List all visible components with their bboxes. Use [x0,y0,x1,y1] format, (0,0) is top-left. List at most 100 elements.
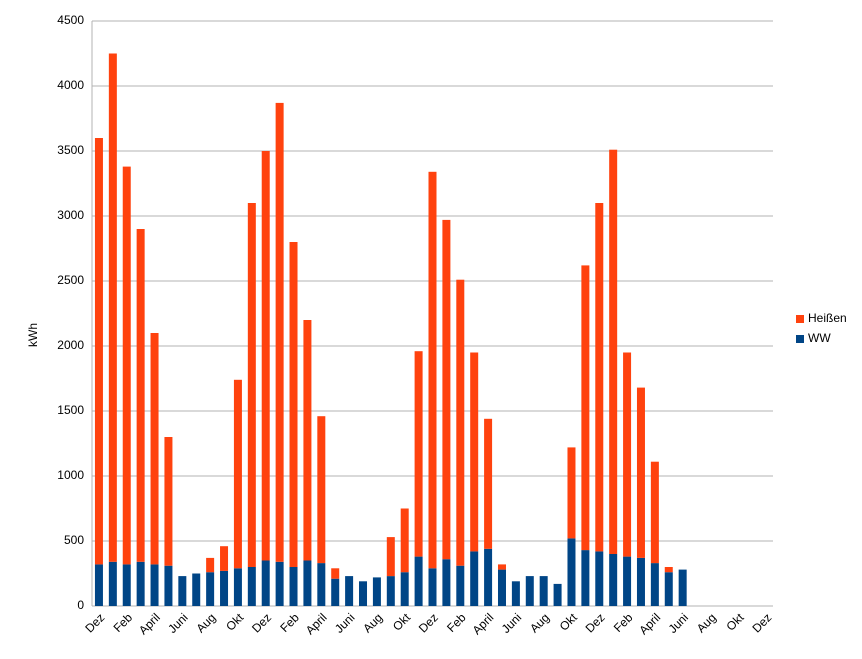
bar-segment [136,229,145,562]
y-axis-label: kWh [26,323,40,347]
bar-segment [636,387,645,558]
bar-segment [414,556,423,606]
bar-segment [609,554,618,606]
bar-segment [636,557,645,606]
bar-segment [164,437,173,566]
bar-segment [595,551,604,606]
y-tick-label: 0 [77,598,84,612]
x-tick-label: April [470,610,497,637]
bar-segment [386,576,395,606]
bar-segment [664,567,673,573]
bar-segment [609,149,618,554]
bar-segment [442,219,451,560]
bar-segment [567,447,576,539]
bar-segment [261,151,270,561]
bar-segment [359,581,368,606]
y-tick-label: 4000 [57,78,84,92]
bar-segment [414,351,423,557]
x-tick-label: Okt [223,610,247,634]
bar-segment [178,576,187,606]
bar-segment [136,561,145,606]
x-tick-label: April [636,610,663,637]
y-tick-label: 1000 [57,468,84,482]
bar-segment [386,537,395,577]
bar-segment [456,279,465,566]
bar-segment [497,569,506,606]
bar-segment [442,559,451,606]
bar-segment [345,576,354,606]
bar-segment [275,102,284,562]
bar-segment [275,561,284,606]
bar-segment [94,564,103,606]
x-tick-label: Dez [416,610,441,635]
bar-segment [331,578,340,606]
x-tick-label: Aug [360,610,385,635]
legend-swatch [796,335,804,343]
bar-segment [400,572,409,606]
legend-label: Heißen [808,311,847,325]
x-tick-label: Juni [165,610,190,635]
bar-segment [150,564,159,606]
x-tick-label: Dez [249,610,274,635]
bar-segment [206,572,215,606]
x-tick-label: Feb [611,610,636,635]
bar-segment [595,203,604,552]
x-tick-label: Juni [499,610,524,635]
bar-segment [331,568,340,579]
bar-segment [664,572,673,606]
x-tick-label: April [303,610,330,637]
y-tick-label: 2500 [57,273,84,287]
x-tick-label: Okt [557,610,581,634]
bar-segment [206,557,215,573]
bar-segment [553,583,562,606]
x-tick-label: Dez [82,610,107,635]
bar-segment [497,564,506,570]
bar-segment [108,561,117,606]
bar-segment [470,352,479,552]
y-tick-label: 2000 [57,338,84,352]
bar-segment [428,171,437,569]
bar-segment [122,564,131,606]
bar-segment [192,573,201,606]
y-tick-label: 4500 [57,13,84,27]
bar-segment [567,538,576,606]
y-tick-label: 3000 [57,208,84,222]
bar-segment [220,570,229,606]
bar-segment [317,416,326,564]
bar-segment [511,581,520,606]
bar-segment [539,576,548,606]
bar-segment [470,551,479,606]
legend-label: WW [808,331,831,345]
bar-segment [303,320,312,561]
bar-segment [372,577,381,606]
x-tick-label: Okt [390,610,414,634]
x-tick-label: Dez [749,610,774,635]
bar-segment [247,203,256,567]
bar-segment [289,242,298,567]
bar-segment [317,563,326,606]
bar-segment [484,548,493,606]
bar-segment [678,569,687,606]
bar-segment [484,418,493,549]
x-tick-label: Aug [694,610,719,635]
x-tick-label: Feb [277,610,302,635]
bar-segment [581,265,590,551]
bar-segment [525,576,534,606]
x-tick-label: Aug [193,610,218,635]
x-tick-label: Juni [332,610,357,635]
y-tick-label: 500 [64,533,84,547]
bar-segment [650,461,659,564]
x-tick-label: April [136,610,163,637]
bar-segment [233,568,242,606]
bar-segment [456,565,465,606]
x-tick-label: Okt [724,610,748,634]
bar-segment [289,567,298,606]
bar-segment [623,352,632,557]
bar-segment [650,563,659,606]
x-tick-label: Aug [527,610,552,635]
x-tick-label: Dez [583,610,608,635]
bar-segment [164,565,173,606]
legend-swatch [796,315,804,323]
bar-segment [581,550,590,606]
